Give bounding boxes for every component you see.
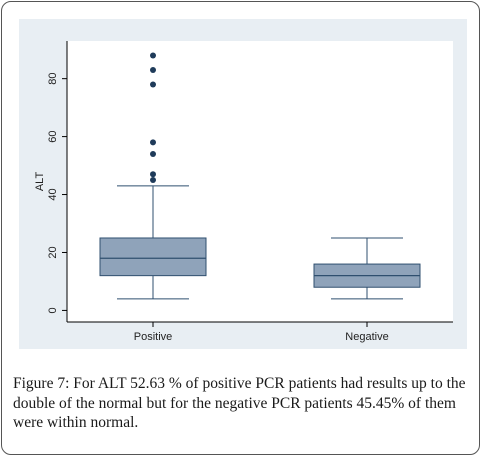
caption-text: For ALT 52.63 % of positive PCR patients… <box>13 375 466 431</box>
caption-label: Figure 7: <box>13 375 70 392</box>
outlier-positive-6 <box>150 52 156 59</box>
y-tick-label-60: 60 <box>47 130 59 142</box>
y-axis-label: ALT <box>34 172 46 192</box>
box-positive <box>99 237 207 277</box>
outlier-positive-2 <box>150 150 156 157</box>
y-tick-label-40: 40 <box>47 188 59 200</box>
box-plot-chart: 0 20 40 60 80 ALT Positive Negative <box>34 41 453 343</box>
outlier-positive-5 <box>150 66 156 73</box>
y-tick-label-80: 80 <box>47 73 59 85</box>
outlier-positive-0 <box>150 177 156 184</box>
outlier-positive-1 <box>150 171 156 178</box>
outlier-positive-3 <box>150 139 156 146</box>
x-tick-label-negative: Negative <box>345 331 388 343</box>
outlier-positive-4 <box>150 81 156 88</box>
figure-caption: Figure 7: For ALT 52.63 % of positive PC… <box>13 374 475 433</box>
x-tick-label-positive: Positive <box>134 331 173 343</box>
y-tick-label-0: 0 <box>47 307 59 313</box>
plot-area: 0 20 40 60 80 ALT Positive Negative <box>19 19 467 349</box>
y-tick-label-20: 20 <box>47 246 59 258</box>
